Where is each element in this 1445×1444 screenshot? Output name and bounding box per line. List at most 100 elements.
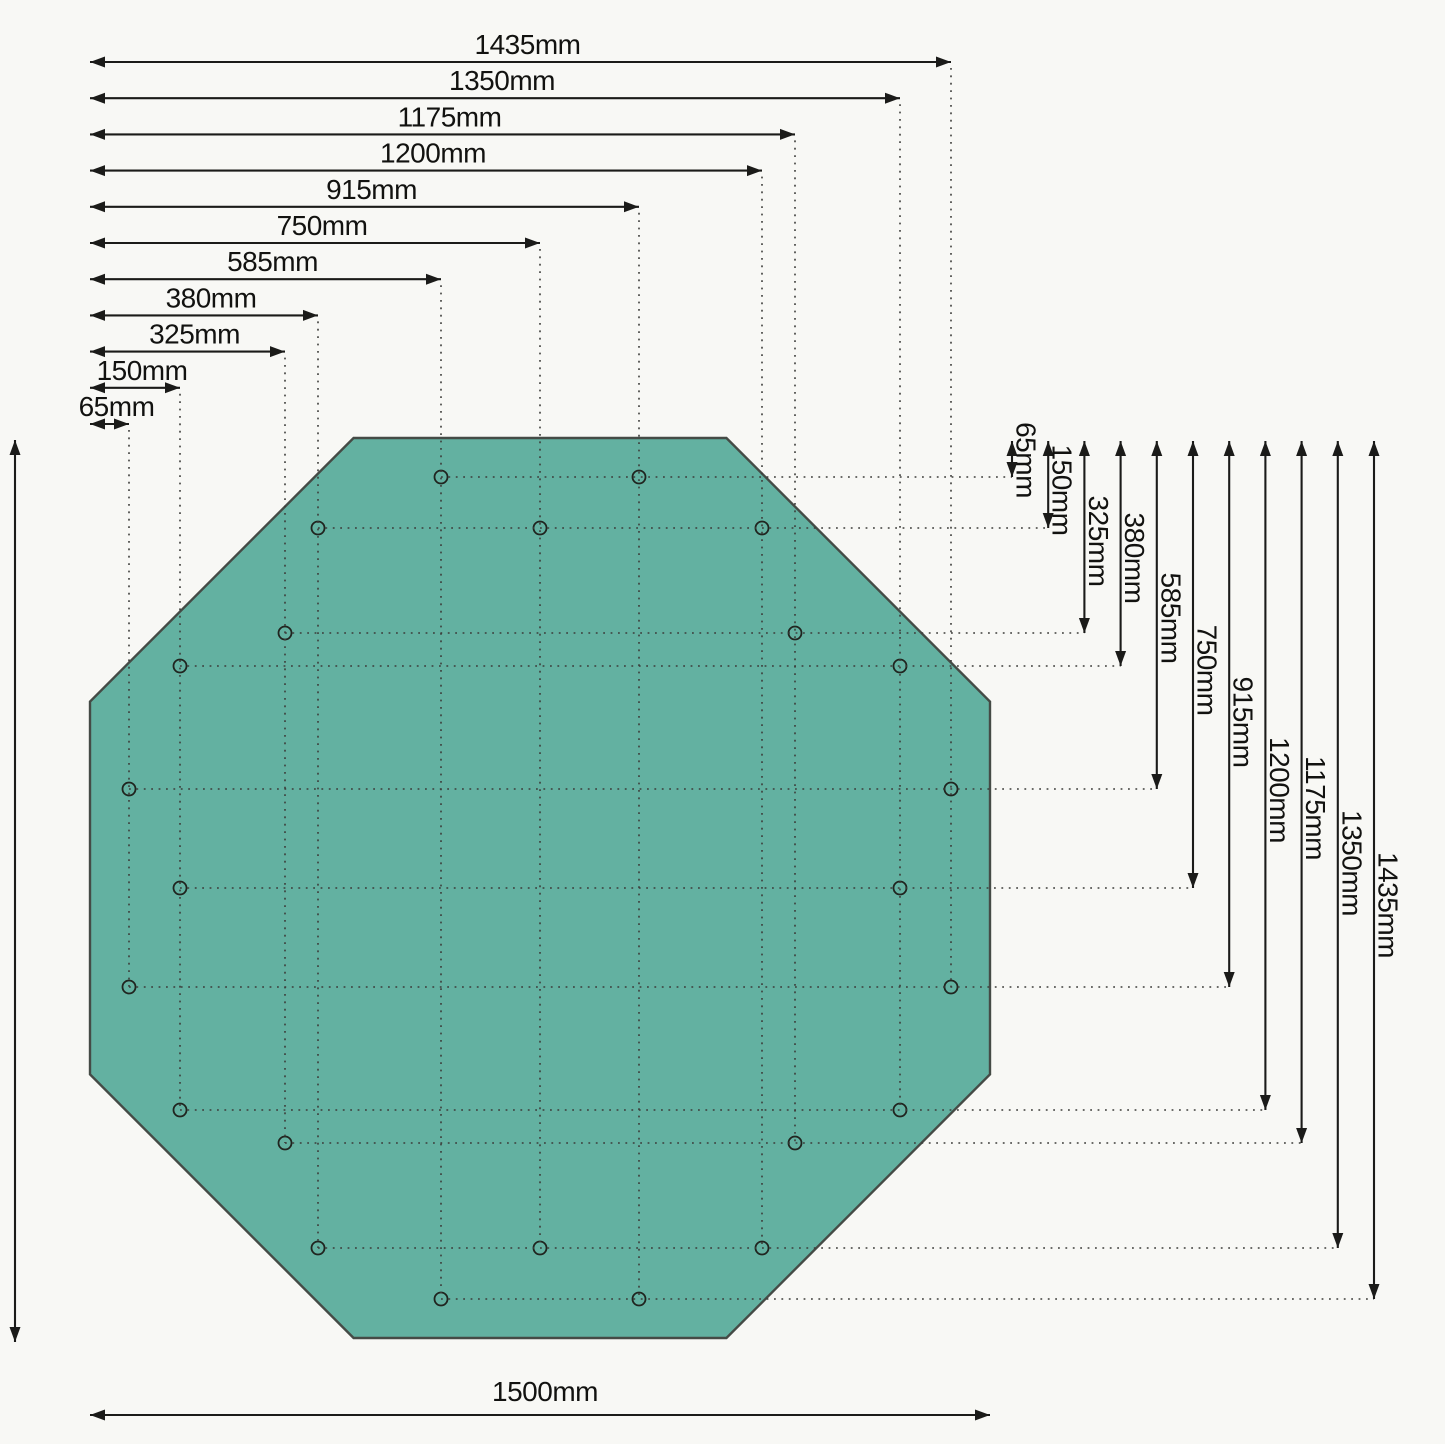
extension-line-layer [128, 68, 1374, 1300]
dim-right-380: 380mm [1115, 441, 1150, 666]
hole [172, 1102, 188, 1118]
arrowhead-start [90, 92, 105, 104]
arrowhead-start [90, 128, 105, 140]
arrowhead-start [90, 165, 105, 177]
dim-top-585: 585mm [90, 246, 441, 285]
arrowhead-start [1078, 441, 1090, 456]
arrowhead-start [90, 273, 105, 285]
dim-top-1435: 1435mm [90, 29, 951, 68]
dim-right-150: 150mm [1042, 441, 1078, 536]
arrowhead-end [1332, 1233, 1344, 1248]
dimension-label: 1200mm [380, 138, 486, 169]
arrowhead-start [1368, 441, 1380, 456]
dim-right-750: 750mm [1187, 441, 1223, 888]
dimension-label: 150mm [1047, 445, 1078, 536]
arrowhead-end [780, 128, 795, 140]
arrowhead-end [1368, 1284, 1380, 1299]
dimension-label: 915mm [1228, 677, 1259, 768]
dim-top-65: 65mm [79, 391, 155, 430]
dim-right-915: 915mm [1223, 441, 1259, 987]
dim-top-1350: 1350mm [90, 65, 900, 104]
dimension-label: 750mm [277, 210, 368, 241]
arrowhead-end [114, 418, 129, 430]
octagon-plate [88, 436, 992, 1340]
arrowhead-end [9, 1327, 21, 1342]
dimension-label: 1435mm [475, 29, 581, 60]
dimension-label: 585mm [1155, 573, 1186, 664]
arrowhead-start [1223, 441, 1235, 456]
dimension-label: 1435mm [1373, 852, 1404, 958]
arrowhead-start [9, 440, 21, 455]
dimension-label: 380mm [1119, 513, 1150, 604]
hole [121, 781, 137, 797]
arrowhead-end [624, 201, 639, 213]
arrowhead-start [1296, 441, 1308, 456]
dimension-label: 1350mm [449, 65, 555, 96]
dim-right-325: 325mm [1078, 441, 1114, 633]
hole [631, 469, 647, 485]
arrowhead-start [1259, 441, 1271, 456]
arrowhead-end [1187, 873, 1199, 888]
hole [121, 979, 137, 995]
arrowhead-end [303, 309, 318, 321]
arrowhead-end [1223, 972, 1235, 987]
arrowhead-start [90, 1409, 105, 1421]
dimension-label: 1175mm [398, 101, 502, 132]
arrowhead-end [885, 92, 900, 104]
plate-layer [88, 436, 992, 1340]
dimension-label: 1200mm [1264, 737, 1295, 843]
dim-right-1200: 1200mm [1259, 441, 1295, 1110]
arrowhead-end [165, 382, 180, 394]
arrowhead-end [1296, 1128, 1308, 1143]
arrowhead-start [90, 237, 105, 249]
dim-top-915: 915mm [90, 174, 639, 213]
dim-right-1350: 1350mm [1332, 441, 1367, 1248]
arrowhead-end [1078, 618, 1090, 633]
dimension-label: 325mm [149, 319, 240, 350]
dimension-label: 1350mm [1336, 810, 1367, 916]
arrowhead-end [426, 273, 441, 285]
hole [172, 880, 188, 896]
arrowhead-start [90, 201, 105, 213]
dim-top-750: 750mm [90, 210, 540, 249]
dimension-label: 65mm [79, 391, 155, 422]
arrowhead-end [1259, 1095, 1271, 1110]
arrowhead-start [1332, 441, 1344, 456]
dim-bottom-overall: 1500mm [90, 1376, 990, 1421]
arrowhead-start [90, 346, 105, 358]
arrowhead-end [1042, 513, 1054, 528]
dimension-label: 325mm [1083, 496, 1114, 587]
arrowhead-end [1151, 774, 1163, 789]
dim-top-380: 380mm [90, 282, 318, 321]
hole [310, 1240, 326, 1256]
dim-right-1435: 1435mm [1368, 441, 1404, 1299]
dimension-label: 1175mm [1300, 756, 1331, 860]
arrowhead-end [936, 56, 951, 68]
hole [277, 1135, 293, 1151]
dimension-label: 150mm [97, 355, 188, 386]
hole [631, 1291, 647, 1307]
arrowhead-end [747, 165, 762, 177]
arrowhead-start [1151, 441, 1163, 456]
dim-top-325: 325mm [90, 319, 285, 358]
dim-top-150: 150mm [90, 355, 188, 394]
dim-top-1200: 1200mm [90, 138, 762, 177]
arrowhead-start [1187, 441, 1199, 456]
arrowhead-start [90, 382, 105, 394]
arrowhead-start [90, 56, 105, 68]
arrowhead-start [1115, 441, 1127, 456]
dim-right-65: 65mm [1006, 422, 1042, 498]
arrowhead-end [1115, 651, 1127, 666]
arrowhead-start [90, 309, 105, 321]
hole [172, 658, 188, 674]
arrowhead-end [270, 346, 285, 358]
dim-right-1175: 1175mm [1296, 441, 1331, 1143]
arrowhead-start [1042, 441, 1054, 456]
arrowhead-end [975, 1409, 990, 1421]
dim-top-1175: 1175mm [90, 101, 795, 140]
dimension-label: 585mm [227, 246, 318, 277]
arrowhead-end [1006, 462, 1018, 477]
dimension-label: 380mm [166, 282, 257, 313]
dimension-layer: 1435mm1350mm1175mm1200mm915mm750mm585mm3… [9, 29, 1404, 1421]
